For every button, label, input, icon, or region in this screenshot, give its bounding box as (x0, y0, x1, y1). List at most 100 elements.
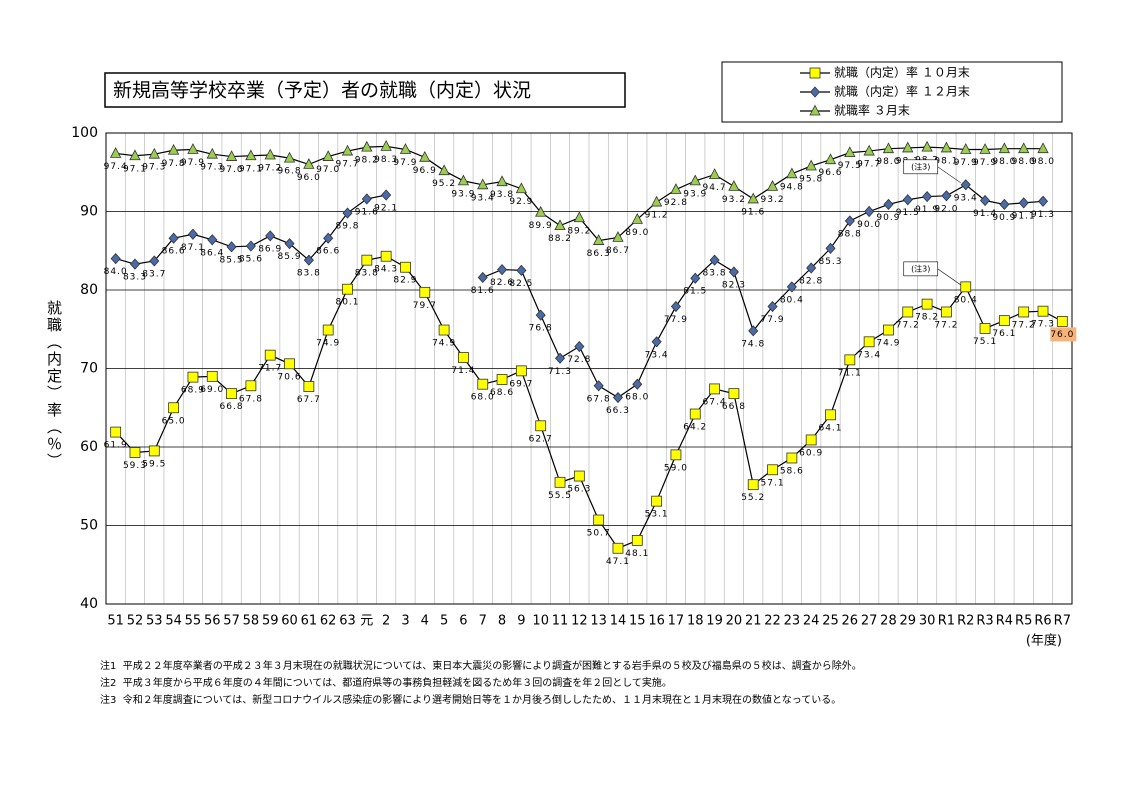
x-tick-label: 3 (401, 614, 409, 629)
title-box (104, 72, 626, 108)
value-label: 96.0 (297, 173, 321, 183)
marker (1037, 195, 1049, 207)
value-label: 81.6 (471, 286, 495, 296)
value-label: 97.9 (954, 158, 978, 168)
marker (979, 323, 991, 334)
marker (809, 86, 821, 98)
value-label: 98.0 (1031, 157, 1055, 167)
value-label: 83.8 (703, 269, 727, 279)
value-label: 91.4 (973, 209, 997, 219)
marker (689, 408, 701, 420)
value-label: 97.3 (142, 163, 166, 173)
marker (284, 358, 295, 370)
value-label: 76.0 (1050, 330, 1074, 340)
legend-label: 就職率 ３月末 (834, 103, 910, 118)
value-label: 59.3 (123, 461, 147, 471)
x-tick-label: R3 (976, 614, 993, 629)
marker (496, 175, 508, 187)
marker (477, 271, 488, 284)
x-tick-label: 14 (610, 614, 627, 629)
marker (809, 104, 821, 116)
marker (245, 149, 257, 161)
value-label: 83.3 (123, 273, 147, 283)
marker (187, 371, 199, 383)
marker (168, 232, 179, 244)
value-label: 77.3 (1031, 320, 1055, 330)
value-label: 88.8 (838, 229, 862, 239)
x-tick-label: 15 (629, 614, 646, 629)
value-label: 77.2 (896, 320, 920, 330)
value-label: 97.0 (316, 165, 340, 175)
x-tick-label: 元 (360, 614, 373, 629)
marker (631, 212, 643, 224)
x-tick-label: R5 (1015, 614, 1032, 629)
value-label: 89.8 (335, 222, 359, 232)
marker (592, 234, 605, 245)
value-label: 97.9 (973, 158, 997, 168)
marker (709, 383, 720, 395)
y-tick-label: 40 (80, 596, 98, 612)
value-label: 93.8 (490, 190, 514, 200)
marker (226, 388, 237, 400)
x-tick-label: 63 (339, 614, 356, 629)
marker (322, 324, 334, 336)
x-tick-label: 53 (146, 614, 163, 629)
marker (786, 167, 798, 179)
value-label: 68.9 (181, 386, 205, 396)
value-label: 91.2 (645, 211, 669, 221)
value-label: 97.2 (258, 163, 282, 173)
value-label: 67.8 (239, 394, 263, 404)
x-tick-label: 61 (301, 614, 318, 629)
x-tick-label: 9 (517, 614, 525, 629)
marker (902, 141, 914, 153)
marker (516, 264, 527, 276)
marker (998, 142, 1011, 154)
value-label: 66.8 (722, 402, 746, 412)
marker (1056, 315, 1068, 327)
value-label: 82.5 (509, 279, 533, 289)
value-label: 97.5 (838, 161, 862, 171)
value-label: 96.9 (413, 166, 437, 176)
marker (670, 183, 682, 194)
x-tick-label: R6 (1034, 614, 1051, 629)
value-label: 89.9 (529, 221, 553, 231)
value-label: 98.0 (992, 157, 1016, 167)
value-label: 86.6 (162, 247, 186, 257)
legend-box (721, 61, 1063, 123)
legend-label: 就職（内定）率 １２月末 (834, 84, 970, 99)
x-tick-label: 27 (861, 614, 878, 629)
marker (283, 151, 296, 163)
marker (883, 324, 894, 336)
marker (747, 192, 759, 204)
x-tick-label: R1 (938, 614, 955, 629)
marker (922, 190, 933, 203)
value-label: 89.2 (567, 226, 591, 236)
value-label: 66.8 (220, 402, 244, 412)
marker (225, 150, 238, 161)
marker (284, 238, 295, 250)
value-label: 65.0 (162, 416, 186, 426)
value-label: 86.4 (200, 248, 224, 258)
value-label: 90.9 (992, 213, 1016, 223)
x-tick-label: 22 (764, 614, 781, 629)
value-label: 79.7 (413, 301, 437, 311)
value-label: 69.7 (509, 379, 533, 389)
value-label: 89.0 (625, 228, 649, 238)
value-label: 47.1 (606, 557, 630, 567)
marker (651, 336, 662, 348)
x-tick-label: 55 (185, 614, 202, 629)
value-label: 76.8 (529, 324, 553, 334)
marker (844, 215, 855, 227)
value-label: 92.9 (509, 197, 533, 207)
value-label: 82.6 (490, 278, 514, 288)
marker (940, 141, 953, 153)
value-label: 98.3 (374, 155, 398, 165)
value-label: 72.8 (567, 355, 591, 365)
value-label: 53.1 (645, 510, 669, 520)
value-label: 86.3 (587, 249, 611, 259)
x-tick-label: 58 (243, 614, 260, 629)
value-label: 80.1 (335, 298, 359, 308)
marker (554, 476, 566, 488)
marker (419, 150, 431, 162)
